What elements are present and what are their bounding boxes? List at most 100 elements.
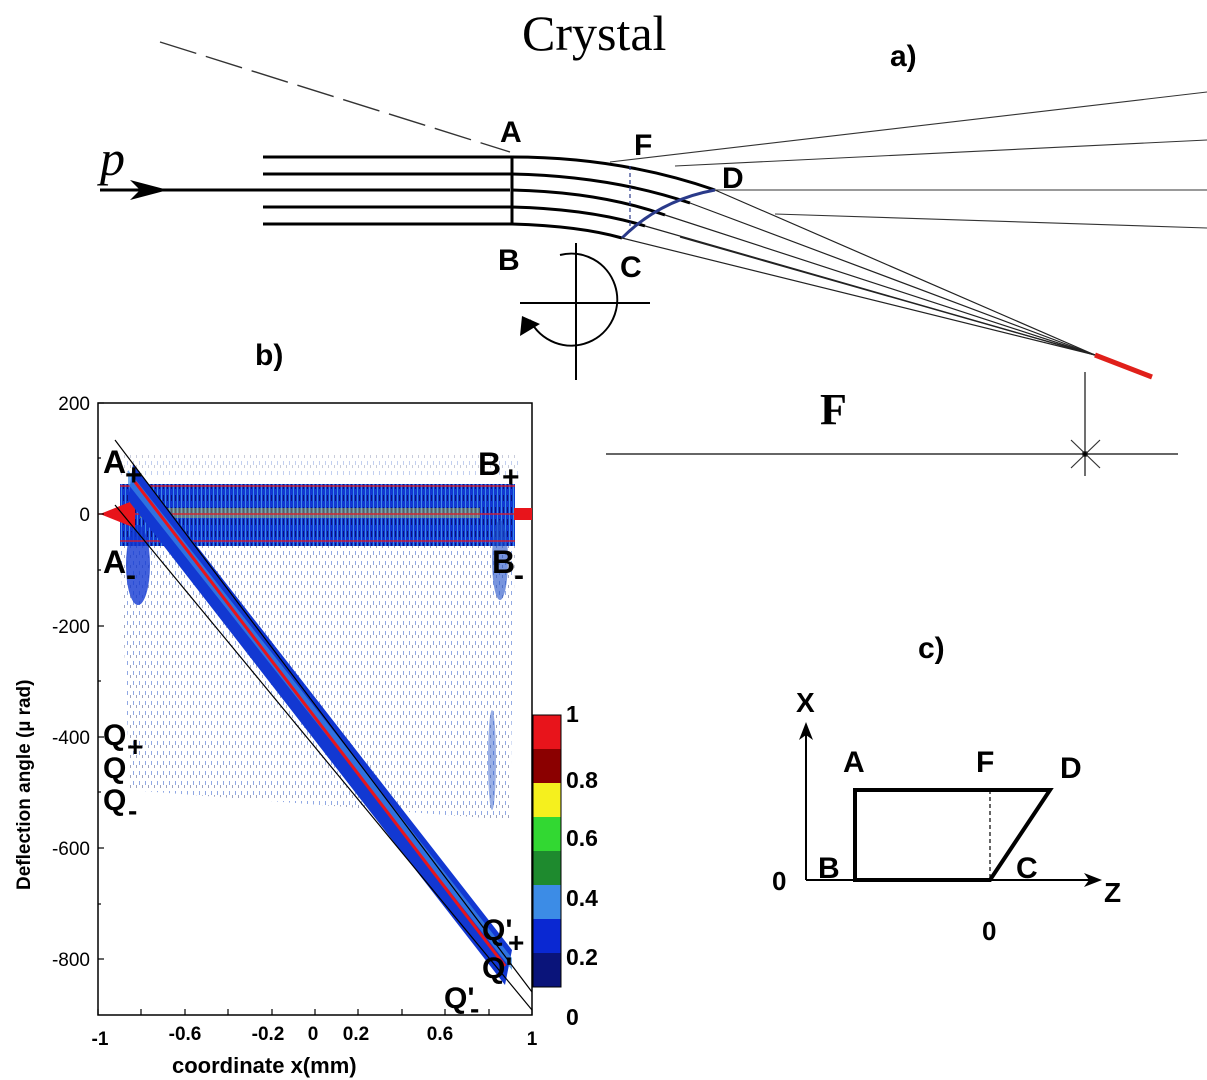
x-axis-ticks (97, 1009, 533, 1015)
marker-a-plus-sign: + (125, 459, 143, 492)
x-axis-title: coordinate x(mm) (172, 1053, 357, 1078)
cb-label-08: 0.8 (566, 767, 598, 793)
panel-b-tag: b) (255, 339, 283, 372)
marker-b-plus: B (478, 446, 501, 482)
x-tick-06: 0.6 (427, 1024, 453, 1045)
axis-x-label: X (796, 687, 815, 718)
capture-line-plus (114, 439, 533, 993)
colorbar-frame (532, 714, 562, 988)
band-left-lobe (126, 525, 150, 605)
marker-qp-mid: Q' (482, 952, 512, 985)
origin-z-label: 0 (982, 916, 996, 946)
marker-b-plus-sign: + (502, 461, 520, 494)
x-tick-m06: -0.6 (169, 1024, 202, 1045)
profile-corner-b: B (818, 852, 840, 885)
y-tick-m600: -600 (52, 839, 90, 860)
x-tick-1: 1 (527, 1029, 538, 1050)
x-tick-0: 0 (308, 1024, 319, 1045)
profile-corner-a: A (843, 746, 865, 779)
x-tick-labels: -1 -0.6 -0.2 0 0.2 0.6 1 (92, 1024, 538, 1050)
fan-lines (609, 91, 1207, 229)
x-tick-m02: -0.2 (252, 1024, 285, 1045)
marker-q-minus-sign: - (128, 795, 137, 826)
marker-q-plus-sign: + (127, 731, 143, 762)
band-hot-core (140, 508, 480, 518)
y-axis-title: Deflection angle (µ rad) (14, 680, 35, 890)
y-axis-ticks (98, 402, 104, 960)
colorbar-segment (533, 953, 561, 988)
marker-qp-plus-sign: + (508, 927, 524, 958)
colorbar-segment (533, 715, 561, 750)
marker-qp-minus-sign: - (470, 993, 479, 1024)
marker-a-minus-sign: - (126, 559, 136, 592)
corner-f: F (634, 129, 652, 162)
cb-label-02: 0.2 (566, 944, 598, 970)
axis-z-arrow-icon (1084, 873, 1102, 887)
marker-qp-plus: Q' (482, 914, 512, 947)
bent-channels (511, 155, 716, 240)
focus-red-segment (1094, 352, 1153, 380)
scatter-upper-fringe (118, 455, 518, 475)
crystal-title: Crystal (522, 5, 666, 61)
band-markers: A + A - B + B - Q + Q Q - Q' + Q' Q' - (103, 444, 524, 1024)
marker-b-minus-sign: - (514, 559, 524, 592)
y-tick-200: 200 (58, 394, 90, 415)
profile-corner-d: D (1060, 752, 1082, 785)
y-tick-m200: -200 (52, 617, 90, 638)
band-right-tail (488, 710, 496, 810)
colorbar-segment (533, 749, 561, 784)
capture-line-minus (114, 504, 533, 1011)
dashed-axis-line (159, 41, 511, 153)
y-tick-m400: -400 (52, 728, 90, 749)
x-tick-02: 0.2 (343, 1024, 369, 1045)
y-tick-labels: 200 0 -200 -400 -600 -800 (52, 394, 90, 971)
colorbar-segment (533, 919, 561, 954)
panel-a: Crystal a) p (97, 5, 1207, 476)
axis-x-arrow-icon (799, 722, 813, 740)
colorbar-segment (533, 885, 561, 920)
capture-red-core (133, 481, 507, 967)
cb-label-04: 0.4 (566, 885, 598, 911)
converging-rays (621, 189, 1096, 356)
marker-a-minus: A (103, 544, 126, 580)
x-tick-m1: -1 (92, 1029, 109, 1050)
cb-label-0: 0 (566, 1004, 579, 1030)
cb-label-06: 0.6 (566, 825, 598, 851)
profile-corner-f: F (976, 746, 994, 779)
beam-label-p: p (97, 130, 125, 186)
corner-b: B (498, 244, 520, 277)
panel-b: b) (14, 339, 598, 1078)
capture-band-edge (128, 470, 512, 970)
y-tick-m800: -800 (52, 950, 90, 971)
axis-z-label: Z (1104, 877, 1121, 908)
panel-c-tag: c) (918, 632, 945, 665)
incoming-channels (263, 155, 512, 226)
colorbar-segment (533, 783, 561, 818)
marker-qp-minus: Q' (444, 982, 474, 1015)
beam-arrowhead-icon (130, 180, 168, 200)
focus-star-icon (1070, 439, 1101, 469)
origin-x-label: 0 (772, 866, 786, 896)
marker-q-plus: Q (103, 719, 126, 752)
marker-q-mid: Q (103, 752, 126, 785)
rotation-icon (520, 243, 650, 380)
colorbar (533, 715, 561, 988)
colorbar-segment (533, 817, 561, 852)
panel-c: c) X Z 0 0 A F D B C (772, 632, 1121, 946)
y-tick-0: 0 (79, 505, 90, 526)
panel-a-tag: a) (890, 40, 917, 73)
crystal-profile (853, 788, 1054, 882)
corner-d: D (722, 162, 744, 195)
marker-a-plus: A (103, 444, 126, 480)
profile-corner-c: C (1016, 852, 1038, 885)
band-right-lobe (492, 520, 508, 600)
colorbar-segment (533, 851, 561, 886)
marker-b-minus: B (492, 544, 515, 580)
cb-label-1: 1 (566, 701, 579, 727)
colorbar-labels: 1 0.8 0.6 0.4 0.2 0 (566, 701, 598, 1030)
focal-distance-label: F (820, 385, 847, 434)
corner-a: A (500, 116, 522, 149)
corner-c: C (620, 251, 642, 284)
marker-q-minus: Q (103, 784, 126, 817)
